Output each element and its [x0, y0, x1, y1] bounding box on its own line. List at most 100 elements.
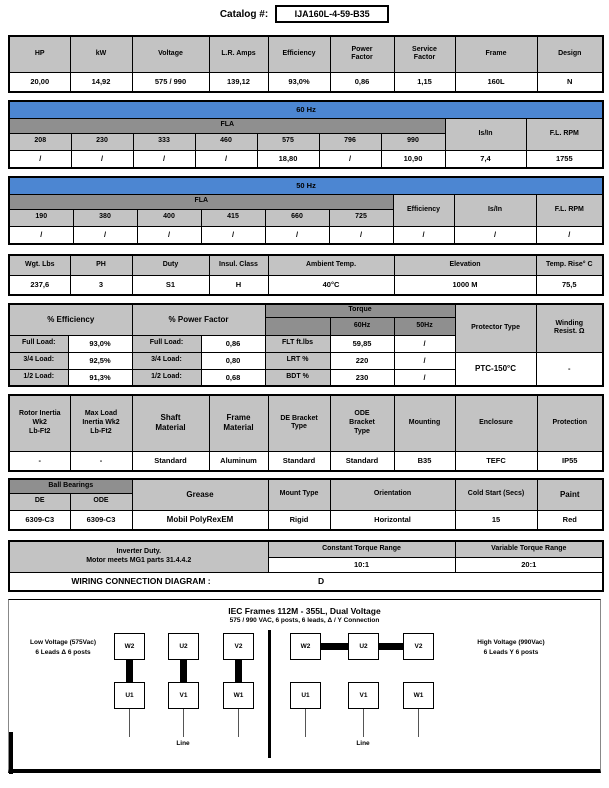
60hz-voltage-header: 796 [318, 132, 382, 151]
performance-header-row1: % Efficiency % Power Factor Torque Prote… [8, 303, 604, 353]
line-lead [418, 709, 419, 737]
cold-start-value: 15 [454, 509, 538, 531]
efficiency-full-load-value: 93,0% [67, 334, 133, 353]
50hz-voltage-header: 380 [72, 208, 138, 227]
spec-value-power-factor: 0,86 [329, 71, 395, 93]
spec-header-design: Design [536, 35, 604, 73]
50hz-fla-row: FLA Efficiency Is/In F.L. RPM [8, 193, 604, 227]
line-lead [305, 709, 306, 737]
spec-value-frame: 160L [454, 71, 538, 93]
terminal-box-w1-low: W1 [223, 682, 254, 709]
60hz-voltage-header: 575 [256, 132, 320, 151]
50hz-rpm-value: / [535, 225, 604, 245]
60hz-value-row: / / / / 18,80 / 10,90 7,4 1755 [8, 149, 604, 169]
terminal-box-v2-low: V2 [223, 633, 254, 660]
60hz-fla-label: FLA [8, 117, 446, 134]
construction-header-enclosure: Enclosure [454, 394, 538, 452]
diagram-title: IEC Frames 112M - 355L, Dual Voltage [228, 606, 381, 616]
spec-header-hp: HP [8, 35, 71, 73]
constant-torque-value: 10:1 [267, 556, 456, 573]
torque-flt-50hz-value: / [393, 334, 456, 353]
construction-header-rotor-inertia: Rotor Inertia Wk2 Lb-Ft2 [8, 394, 71, 452]
50hz-efficiency-label: Efficiency [392, 193, 455, 227]
general-value-ambient-temp: 40°C [267, 274, 395, 296]
60hz-fla-value: / [194, 149, 258, 169]
variable-torque-label: Variable Torque Range [454, 540, 604, 558]
terminal-box-u1-high: U1 [290, 682, 321, 709]
50hz-fla-value: / [136, 225, 202, 245]
pf-12-load-value: 0,68 [200, 368, 266, 387]
line-lead [183, 709, 184, 737]
60hz-isin-label: Is/In [444, 117, 527, 151]
corner-border-bar [9, 732, 13, 774]
high-voltage-line1: High Voltage (990Vac) [477, 639, 545, 646]
diagram-subtitle: 575 / 990 VAC, 6 posts, 6 leads, Δ / Y C… [229, 617, 380, 624]
torque-60hz-label: 60Hz [329, 316, 395, 336]
inverter-duty-cell: Inverter Duty. Motor meets MG1 parts 31.… [8, 540, 269, 573]
performance-row-full-load: Full Load: 93,0% Full Load: 0,86 FLT ft.… [8, 334, 603, 353]
delta-link-bar [180, 659, 187, 683]
performance-table: % Efficiency % Power Factor Torque Prote… [8, 303, 605, 387]
table-50hz: 50 Hz FLA Efficiency Is/In F.L. RPM 190 … [8, 176, 605, 245]
catalog-row: Catalog #: IJA160L-4-59-B35 [0, 0, 609, 23]
catalog-number-box: IJA160L-4-59-B35 [275, 5, 390, 23]
line-lead [363, 709, 364, 737]
general-table: Wgt. Lbs PH Duty Insul. Class Ambient Te… [8, 254, 604, 296]
50hz-isin-value: / [453, 225, 537, 245]
torque-lrt-60hz-value: 220 [329, 351, 395, 370]
wiring-connection-value: D [318, 575, 325, 586]
terminal-box-u2-high: U2 [348, 633, 379, 660]
construction-value-enclosure: TEFC [454, 450, 538, 472]
efficiency-section-title: % Efficiency [8, 303, 133, 336]
construction-value-rotor-inertia: - [8, 450, 71, 472]
torque-bdt-50hz-value: / [393, 368, 456, 387]
wye-link-bar [379, 643, 403, 650]
table-60hz: 60 Hz FLA Is/In F.L. RPM 208 230 333 460… [8, 100, 605, 169]
construction-table: Rotor Inertia Wk2 Lb-Ft2 Max Load Inerti… [8, 394, 604, 472]
60hz-fla-value: / [70, 149, 134, 169]
line-lead [238, 709, 239, 737]
general-value-weight: 237,6 [8, 274, 71, 296]
terminal-box-u2-low: U2 [168, 633, 199, 660]
torque-bdt-label: BDT % [264, 368, 331, 387]
construction-header-shaft-material: Shaft Material [131, 394, 210, 452]
torque-lrt-label: LRT % [264, 351, 331, 370]
catalog-label: Catalog #: [219, 8, 269, 20]
60hz-fla-value: / [8, 149, 72, 169]
construction-value-row: - - Standard Aluminum Standard Standard … [8, 450, 604, 472]
50hz-fla-value: / [264, 225, 330, 245]
performance-header-row2: 60Hz 50Hz [9, 316, 603, 336]
wye-link-bar [321, 643, 348, 650]
construction-header-row: Rotor Inertia Wk2 Lb-Ft2 Max Load Inerti… [8, 394, 604, 452]
protector-type-value: PTC-150°C [454, 351, 537, 387]
high-voltage-label: High Voltage (990Vac) 6 Leads Y 6 posts [449, 638, 573, 658]
50hz-voltage-header: 190 [8, 208, 74, 227]
50hz-fla-label: FLA [8, 193, 394, 210]
constant-torque-label: Constant Torque Range [267, 540, 456, 558]
60hz-voltage-header: 208 [8, 132, 72, 151]
inverter-header-row: Inverter Duty. Motor meets MG1 parts 31.… [8, 540, 604, 573]
spec-header-voltage: Voltage [131, 35, 210, 73]
pf-full-load-label: Full Load: [131, 334, 202, 353]
terminal-box-w1-high: W1 [403, 682, 434, 709]
high-voltage-line2: 6 Leads Y 6 posts [483, 648, 539, 656]
60hz-isin-value: 7,4 [444, 149, 527, 169]
protector-type-label: Protector Type [454, 303, 537, 353]
general-header-weight: Wgt. Lbs [8, 254, 71, 276]
pf-34-load-label: 3/4 Load: [131, 351, 202, 370]
general-header-row: Wgt. Lbs PH Duty Insul. Class Ambient Te… [8, 254, 604, 276]
grease-label: Grease [131, 478, 269, 511]
orientation-label: Orientation [329, 478, 456, 511]
diagram-divider [268, 630, 271, 758]
60hz-rpm-label: F.L. RPM [525, 117, 604, 151]
bearings-header-row2: DE ODE [8, 492, 603, 511]
pf-12-load-label: 1/2 Load: [131, 368, 202, 387]
general-value-ph: 3 [69, 274, 133, 296]
spec-header-service-factor: Service Factor [393, 35, 456, 73]
orientation-value: Horizontal [329, 509, 456, 531]
power-factor-section-title: % Power Factor [131, 303, 266, 336]
terminal-box-v2-high: V2 [403, 633, 434, 660]
terminal-box-w2-low: W2 [114, 633, 145, 660]
60hz-voltage-header: 333 [132, 132, 196, 151]
torque-flt-label: FLT ft.lbs [264, 334, 331, 353]
